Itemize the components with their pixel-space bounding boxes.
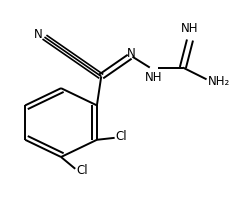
Text: Cl: Cl <box>76 164 88 177</box>
Text: N: N <box>34 28 43 41</box>
Text: Cl: Cl <box>116 130 127 143</box>
Text: N: N <box>127 47 136 60</box>
Text: NH: NH <box>144 71 162 84</box>
Text: NH₂: NH₂ <box>208 75 230 88</box>
Text: NH: NH <box>181 22 199 35</box>
